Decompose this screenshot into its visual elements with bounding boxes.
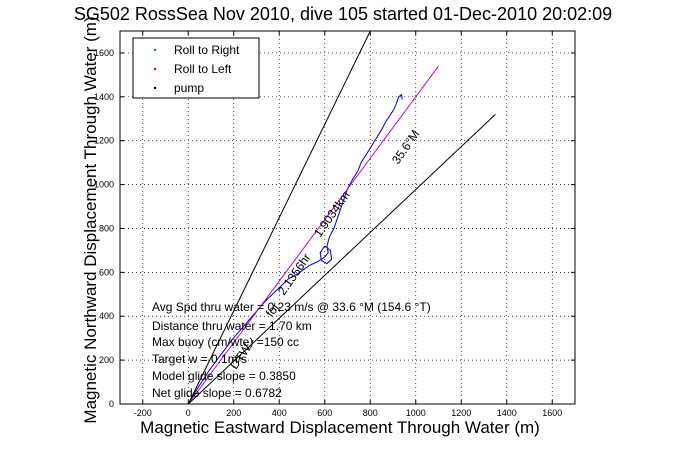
x-tick-label: 200 — [226, 408, 241, 418]
legend-item-roll-left: Roll to Left — [153, 62, 232, 76]
stat-avg-speed: Avg Spd thru water = 0.23 m/s @ 33.6 °M … — [152, 300, 431, 314]
stat-max-buoy: Max buoy (cm/wte) =150 cc — [152, 335, 299, 349]
series-line-3 — [187, 30, 371, 405]
y-tick-label: 600 — [99, 267, 114, 277]
y-tick-label: 400 — [99, 311, 114, 321]
legend-label-roll-right: Roll to Right — [174, 43, 240, 57]
stat-model-glide-slope: Model glide slope = 0.3850 — [152, 369, 296, 383]
stat-net-glide-slope: Net glide slope = 0.6782 — [152, 386, 282, 400]
y-tick-label: 800 — [99, 223, 114, 233]
series-layer — [187, 30, 496, 405]
y-ticks: 0 200 400 600 800 1000 1200 1400 1600 — [94, 48, 575, 409]
y-tick-label: 1200 — [94, 136, 114, 146]
x-tick-label: 600 — [317, 408, 332, 418]
x-tick-label: 400 — [272, 408, 287, 418]
stat-distance: Distance thru water = 1.70 km — [152, 319, 312, 333]
legend: Roll to Right Roll to Left pump — [132, 37, 260, 99]
stat-target-w: Target w = 0.1m/s — [152, 352, 247, 366]
legend-marker-roll-left — [153, 67, 157, 71]
x-axis-label: Magnetic Eastward Displacement Through W… — [140, 418, 540, 437]
legend-item-roll-right: Roll to Right — [153, 43, 240, 57]
series-line-0 — [187, 93, 403, 405]
x-tick-label: -200 — [134, 408, 152, 418]
for-ghost-annotation: for — [263, 300, 283, 320]
stats-block: Avg Spd thru water = 0.23 m/s @ 33.6 °M … — [152, 300, 431, 400]
x-tick-label: 0 — [186, 408, 191, 418]
y-tick-label: 1600 — [94, 48, 114, 58]
y-tick-label: 1000 — [94, 180, 114, 190]
legend-label-pump: pump — [174, 81, 204, 95]
x-tick-label: 800 — [363, 408, 378, 418]
legend-marker-pump — [153, 86, 157, 90]
x-tick-label: 1200 — [451, 408, 471, 418]
chart-title: SG502 RossSea Nov 2010, dive 105 started… — [74, 4, 612, 24]
series-line-2 — [187, 65, 439, 405]
y-tick-label: 0 — [109, 399, 114, 409]
x-ticks: -200 0 200 400 600 800 1000 1200 1400 1600 — [134, 31, 562, 418]
y-tick-label: 200 — [99, 355, 114, 365]
x-tick-label: 1600 — [542, 408, 562, 418]
x-tick-label: 1400 — [497, 408, 517, 418]
legend-item-pump: pump — [153, 81, 204, 95]
y-axis-label: Magnetic Northward Displacement Through … — [81, 16, 100, 423]
legend-marker-roll-right — [153, 48, 157, 52]
series-line-1 — [319, 245, 333, 265]
y-tick-label: 1400 — [94, 92, 114, 102]
series-line-4 — [187, 114, 496, 405]
x-tick-label: 1000 — [406, 408, 426, 418]
legend-label-roll-left: Roll to Left — [174, 62, 232, 76]
